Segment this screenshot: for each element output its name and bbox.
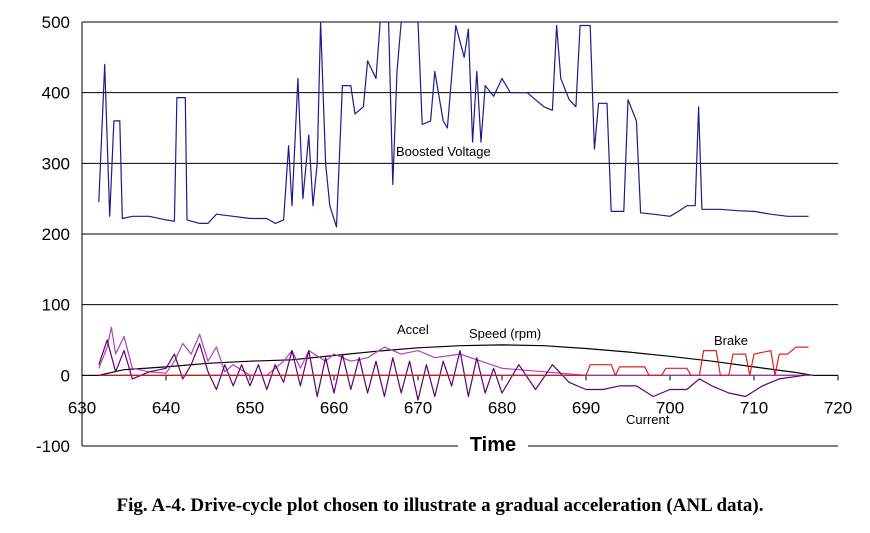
x-axis-label: Time (470, 434, 516, 456)
annotation: Speed (rpm) (469, 326, 541, 341)
x-tick-label: 640 (152, 398, 180, 417)
x-tick-label: 690 (572, 398, 600, 417)
y-tick-label: 200 (42, 225, 70, 244)
y-tick-label: 100 (42, 296, 70, 315)
caption: Fig. A-4. Drive-cycle plot chosen to ill… (117, 495, 764, 516)
x-label-bg (458, 432, 528, 460)
annotation: Boosted Voltage (396, 144, 491, 159)
y-tick-label: -100 (36, 437, 70, 456)
y-tick-label: 0 (61, 366, 70, 385)
annotation: Current (626, 412, 670, 427)
x-tick-label: 660 (320, 398, 348, 417)
series-line (98, 339, 805, 401)
x-tick-label: 710 (740, 398, 768, 417)
y-tick-label: 300 (42, 154, 70, 173)
series-line (98, 326, 813, 376)
y-tick-label: 400 (42, 84, 70, 103)
series-line (98, 346, 809, 376)
x-tick-label: 700 (656, 398, 684, 417)
x-tick-label: 670 (404, 398, 432, 417)
x-tick-label: 650 (236, 398, 264, 417)
series-line (98, 21, 809, 228)
x-tick-label: 680 (488, 398, 516, 417)
y-tick-label: 500 (42, 13, 70, 32)
x-tick-label: 630 (68, 398, 96, 417)
series-line (98, 344, 813, 376)
x-tick-label: 720 (824, 398, 852, 417)
annotation: Brake (714, 333, 748, 348)
annotation: Accel (397, 322, 429, 337)
